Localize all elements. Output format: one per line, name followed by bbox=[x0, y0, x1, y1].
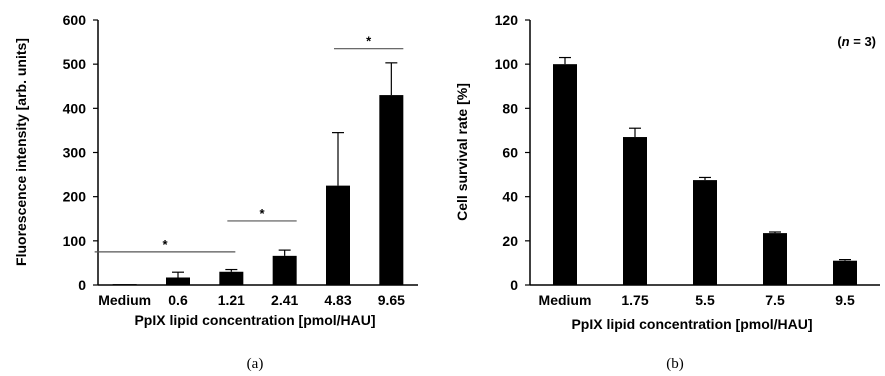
significance-markers: * * * bbox=[94, 34, 404, 253]
x-tick-label: 7.5 bbox=[765, 292, 785, 308]
x-axis-title: PpIX lipid concentration [pmol/HAU] bbox=[134, 312, 375, 328]
bar bbox=[219, 271, 244, 285]
error-bars bbox=[559, 56, 851, 261]
y-tick-label: 20 bbox=[502, 233, 518, 249]
x-tick-label: 5.5 bbox=[695, 292, 715, 308]
x-tick-label: 2.41 bbox=[271, 292, 298, 308]
x-axis-title: PpIX lipid concentration [pmol/HAU] bbox=[571, 316, 812, 332]
x-tick-label: 1.21 bbox=[218, 292, 245, 308]
y-tick-label: 80 bbox=[502, 100, 518, 116]
error-bars bbox=[172, 62, 398, 278]
y-tick-label: 100 bbox=[63, 233, 87, 249]
bar bbox=[112, 284, 137, 285]
x-tick-label: Medium bbox=[539, 292, 592, 308]
y-tick-label: 120 bbox=[495, 12, 519, 28]
y-ticks: 0 20 40 60 80 100 120 bbox=[495, 12, 530, 293]
y-tick-label: 600 bbox=[63, 12, 87, 28]
y-tick-label: 200 bbox=[63, 189, 87, 205]
x-tick-label: 1.75 bbox=[621, 292, 648, 308]
y-axis-title: Fluorescence intensity [arb. units] bbox=[13, 38, 29, 266]
x-tick-label: 9.65 bbox=[378, 292, 405, 308]
panel-label-a: (a) bbox=[247, 356, 264, 372]
y-tick-label: 300 bbox=[63, 145, 87, 161]
bars bbox=[112, 95, 404, 285]
significance-star: * bbox=[162, 237, 168, 252]
y-tick-label: 100 bbox=[495, 56, 519, 72]
significance-star: * bbox=[366, 34, 372, 49]
bar bbox=[272, 255, 297, 285]
y-tick-label: 40 bbox=[502, 189, 518, 205]
y-ticks: 0 100 200 300 400 500 600 bbox=[63, 12, 98, 293]
bar bbox=[166, 277, 190, 285]
x-tick-label: 9.5 bbox=[835, 292, 855, 308]
y-tick-label: 60 bbox=[502, 145, 518, 161]
y-tick-label: 0 bbox=[510, 277, 518, 293]
bar bbox=[833, 260, 857, 285]
bar bbox=[379, 95, 404, 285]
bar bbox=[553, 64, 577, 286]
panel-label-b: (b) bbox=[666, 356, 684, 372]
x-tick-label: 0.6 bbox=[168, 292, 188, 308]
x-tick-label: 4.83 bbox=[324, 292, 351, 308]
y-tick-label: 500 bbox=[63, 56, 87, 72]
chart-panel-a: 0 100 200 300 400 500 600 Medium 0.6 1.21 2.41 4.8… bbox=[13, 12, 418, 372]
bar bbox=[763, 233, 787, 285]
y-tick-label: 400 bbox=[63, 100, 87, 116]
bar bbox=[326, 185, 350, 285]
x-tick-labels: Medium 1.75 5.5 7.5 9.5 bbox=[539, 292, 855, 308]
y-tick-label: 0 bbox=[78, 277, 86, 293]
bar bbox=[623, 137, 647, 285]
bars bbox=[553, 64, 857, 286]
y-axis-title: Cell survival rate [%] bbox=[454, 83, 470, 221]
chart-panel-b: 0 20 40 60 80 100 120 Medium 1.75 5.5 7.5 9.5 (n =… bbox=[454, 12, 880, 372]
sample-size-annotation: (n = 3) bbox=[837, 34, 876, 49]
x-tick-label: Medium bbox=[98, 292, 151, 308]
significance-star: * bbox=[259, 206, 265, 221]
x-tick-labels: Medium 0.6 1.21 2.41 4.83 9.65 bbox=[98, 292, 405, 308]
bar bbox=[693, 180, 717, 285]
